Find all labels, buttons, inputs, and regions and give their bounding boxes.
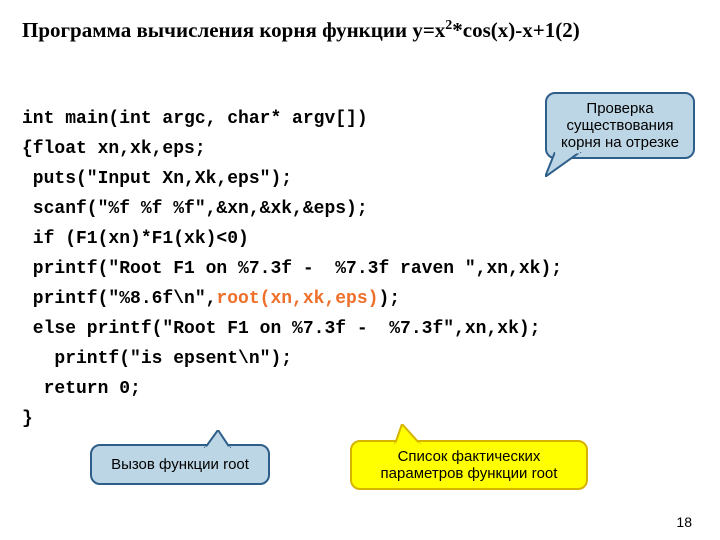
code-line: else printf("Root F1 on %7.3f - %7.3f",x… [22,319,540,339]
code-line: return 0; [22,379,141,399]
code-line: printf("%8.6f\n",root(xn,xk,eps)); [22,289,400,309]
page-number: 18 [676,514,692,530]
code-line: int main(int argc, char* argv[]) [22,109,368,129]
root-call: root(xn,xk,eps) [216,289,378,309]
callout-params-root: Список фактических параметров функции ro… [350,440,588,490]
callout-tail-icon [545,152,585,177]
callout-call-root: Вызов функции root [90,444,270,485]
code-line: {float xn,xk,eps; [22,139,206,159]
title-prefix: Программа вычисления корня функции y=x [22,18,445,42]
slide-title: Программа вычисления корня функции y=x2*… [22,18,580,43]
title-suffix: *cos(x)-x+1(2) [452,18,579,42]
code-line: puts("Input Xn,Xk,eps"); [22,169,292,189]
code-line: } [22,409,33,429]
callout-tail-icon [390,424,430,444]
code-line: printf("Root F1 on %7.3f - %7.3f raven "… [22,259,562,279]
callout-tail-icon [200,430,240,448]
code-line: scanf("%f %f %f",&xn,&xk,&eps); [22,199,368,219]
code-line: printf("is epsent\n"); [22,349,292,369]
callout-check-root: Проверка существования корня на отрезке [545,92,695,159]
code-line: if (F1(xn)*F1(xk)<0) [22,229,249,249]
code-block: int main(int argc, char* argv[]) {float … [22,74,562,434]
